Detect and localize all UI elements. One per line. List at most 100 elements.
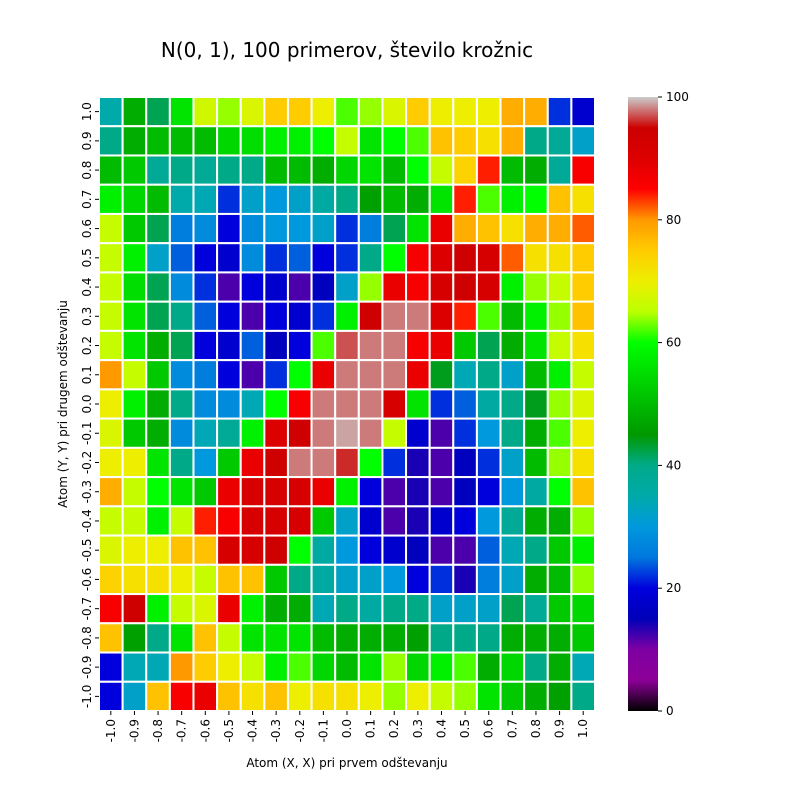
heatmap-cell xyxy=(310,593,337,625)
heatmap-cell xyxy=(263,534,289,566)
colorbar-tick-label: 80 xyxy=(666,213,681,227)
heatmap-cell xyxy=(145,96,171,128)
y-tick-label: -0.9 xyxy=(80,655,94,678)
heatmap-cell xyxy=(239,300,266,332)
heatmap-cell xyxy=(192,96,219,128)
heatmap-cell xyxy=(334,359,360,391)
heatmap-cell xyxy=(121,242,148,274)
heatmap-cell xyxy=(121,505,148,537)
heatmap-cell xyxy=(216,125,242,157)
heatmap-cell xyxy=(475,593,502,625)
heatmap-cell xyxy=(98,96,124,128)
heatmap-cell xyxy=(475,359,502,391)
heatmap-cell xyxy=(546,388,573,420)
y-tick-label: -1.0 xyxy=(80,685,94,708)
heatmap-cell xyxy=(381,125,408,157)
heatmap-cell xyxy=(192,534,219,566)
heatmap-cell xyxy=(239,242,266,274)
heatmap-cell xyxy=(239,563,266,596)
heatmap-cell xyxy=(428,417,455,449)
heatmap-cell xyxy=(216,446,242,479)
heatmap-cell xyxy=(334,212,360,245)
heatmap-cell xyxy=(546,563,573,596)
heatmap-cell xyxy=(475,651,502,683)
heatmap-cell xyxy=(216,476,242,508)
heatmap-cell xyxy=(168,476,195,508)
x-tick-label: 0.1 xyxy=(364,719,378,738)
heatmap-cell xyxy=(334,417,360,449)
heatmap-cell xyxy=(475,534,502,566)
heatmap-cell xyxy=(405,242,431,274)
heatmap-cell xyxy=(216,300,242,332)
heatmap-cell xyxy=(168,505,195,537)
heatmap-cell xyxy=(499,183,526,215)
heatmap-cell xyxy=(263,154,289,186)
x-axis-label: Atom (X, X) pri prvem odštevanju xyxy=(246,756,447,770)
x-tick-label: 0.0 xyxy=(340,719,354,738)
heatmap-cell xyxy=(499,212,526,245)
heatmap-cell xyxy=(334,242,360,274)
heatmap-cell xyxy=(239,417,266,449)
heatmap-cell xyxy=(98,593,124,625)
heatmap-cell xyxy=(192,417,219,449)
heatmap-cell xyxy=(381,242,408,274)
heatmap-cell xyxy=(145,651,171,683)
heatmap-cell xyxy=(499,680,526,712)
x-tick-label: -0.6 xyxy=(198,719,212,742)
heatmap-cell xyxy=(357,154,384,186)
heatmap-cell xyxy=(121,183,148,215)
heatmap-cell xyxy=(216,680,242,712)
y-axis-label: Atom (Y, Y) pri drugem odštevanju xyxy=(56,300,70,508)
heatmap-cell xyxy=(121,154,148,186)
heatmap-cell xyxy=(523,505,549,537)
y-tick-label: 0.4 xyxy=(80,278,94,297)
heatmap-cell xyxy=(523,271,549,303)
heatmap-cell xyxy=(381,593,408,625)
heatmap-cell xyxy=(216,417,242,449)
colorbar-tick-label: 0 xyxy=(666,704,674,718)
heatmap-cell xyxy=(334,300,360,332)
heatmap-cell xyxy=(334,680,360,712)
x-tick-label: 0.6 xyxy=(482,719,496,738)
heatmap-cell xyxy=(499,534,526,566)
heatmap-cell xyxy=(546,446,573,479)
heatmap-cell xyxy=(310,622,337,654)
heatmap-cell xyxy=(428,125,455,157)
heatmap-cell xyxy=(145,593,171,625)
heatmap-cell xyxy=(570,476,597,508)
y-tick-label: 0.8 xyxy=(80,161,94,180)
heatmap-cell xyxy=(546,417,573,449)
heatmap-cell xyxy=(263,680,289,712)
heatmap-cell xyxy=(546,680,573,712)
x-tick-label: 1.0 xyxy=(576,719,590,738)
heatmap-cell xyxy=(452,476,478,508)
heatmap-cell xyxy=(475,125,502,157)
heatmap-cell xyxy=(570,154,597,186)
y-tick-label: 0.1 xyxy=(80,365,94,384)
heatmap-cell xyxy=(452,446,478,479)
heatmap-cell xyxy=(121,271,148,303)
heatmap-cell xyxy=(263,300,289,332)
heatmap-cell xyxy=(145,388,171,420)
heatmap-cell xyxy=(428,271,455,303)
heatmap-cell xyxy=(546,96,573,128)
heatmap-cell xyxy=(357,125,384,157)
heatmap-cell xyxy=(145,446,171,479)
heatmap-cell xyxy=(357,651,384,683)
heatmap-cell xyxy=(499,242,526,274)
heatmap-cell xyxy=(121,651,148,683)
heatmap-cell xyxy=(286,505,313,537)
heatmap-cell xyxy=(192,446,219,479)
heatmap-cell xyxy=(405,417,431,449)
heatmap-cell xyxy=(216,271,242,303)
heatmap-cell xyxy=(216,212,242,245)
heatmap-cell xyxy=(145,183,171,215)
heatmap-cell xyxy=(405,329,431,362)
heatmap-cell xyxy=(405,388,431,420)
heatmap-cell xyxy=(381,212,408,245)
heatmap-cell xyxy=(546,154,573,186)
heatmap-cell xyxy=(145,242,171,274)
heatmap-cell xyxy=(310,680,337,712)
heatmap-cell xyxy=(381,154,408,186)
